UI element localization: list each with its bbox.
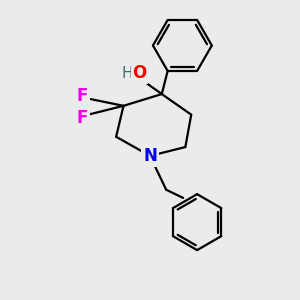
Text: F: F xyxy=(76,109,88,127)
Text: N: N xyxy=(143,147,157,165)
Text: F: F xyxy=(76,86,88,104)
Text: O: O xyxy=(133,64,147,82)
Text: H: H xyxy=(122,66,133,81)
